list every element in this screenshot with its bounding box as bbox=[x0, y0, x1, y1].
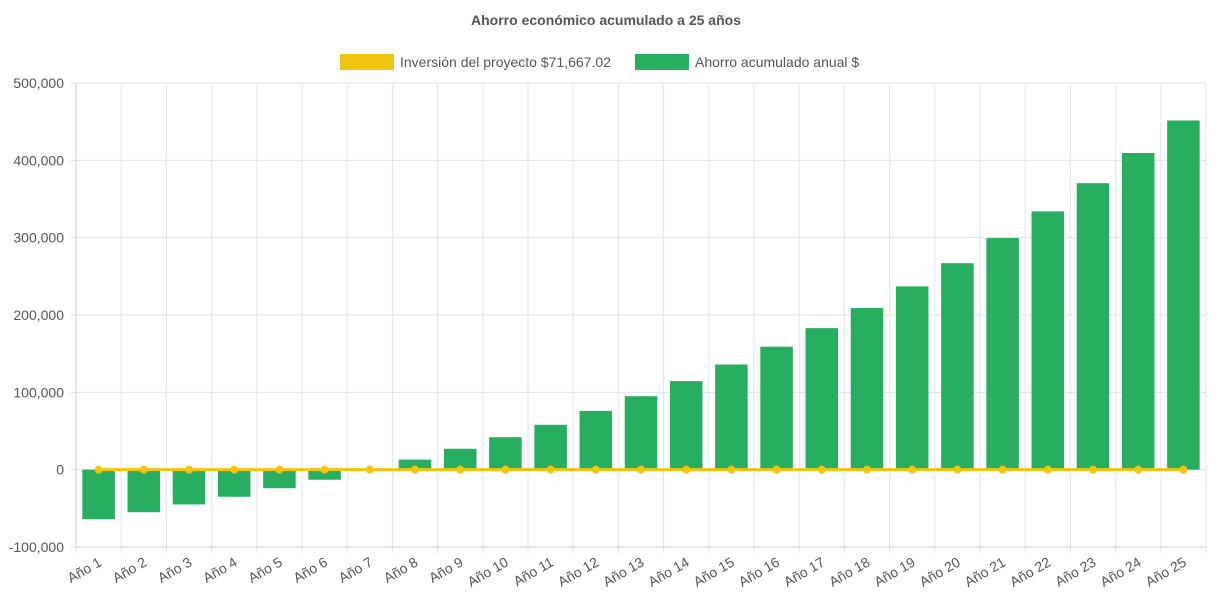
x-tick-label: Año 4 bbox=[200, 554, 240, 586]
investment-point[interactable] bbox=[817, 465, 826, 474]
y-tick-label: 200,000 bbox=[13, 307, 64, 323]
savings-bar[interactable] bbox=[624, 396, 658, 470]
savings-bar[interactable] bbox=[850, 308, 884, 470]
x-tick-label: Año 9 bbox=[426, 554, 466, 586]
legend-swatch-savings[interactable] bbox=[635, 54, 689, 70]
y-tick-label: 400,000 bbox=[13, 152, 64, 168]
savings-bar[interactable] bbox=[217, 469, 251, 497]
x-tick-label: Año 7 bbox=[336, 554, 376, 586]
investment-point[interactable] bbox=[772, 465, 781, 474]
savings-bar[interactable] bbox=[1121, 152, 1155, 470]
savings-bar[interactable] bbox=[1076, 183, 1110, 470]
x-tick-label: Año 5 bbox=[245, 554, 285, 586]
savings-bar[interactable] bbox=[805, 328, 839, 470]
investment-line bbox=[94, 465, 1188, 474]
x-tick-label: Año 23 bbox=[1052, 554, 1099, 590]
investment-point[interactable] bbox=[275, 465, 284, 474]
investment-point[interactable] bbox=[908, 465, 917, 474]
x-tick-label: Año 6 bbox=[290, 554, 330, 586]
investment-point[interactable] bbox=[682, 465, 691, 474]
x-tick-label: Año 13 bbox=[600, 554, 647, 590]
x-tick-label: Año 8 bbox=[381, 554, 421, 586]
x-tick-label: Año 18 bbox=[826, 554, 873, 590]
x-tick-label: Año 24 bbox=[1097, 554, 1144, 590]
legend-label-savings[interactable]: Ahorro acumulado anual $ bbox=[695, 54, 859, 70]
investment-point[interactable] bbox=[637, 465, 645, 474]
savings-bar[interactable] bbox=[398, 459, 432, 470]
savings-bar[interactable] bbox=[895, 286, 929, 470]
x-tick-label: Año 14 bbox=[645, 554, 692, 590]
legend-swatch-investment[interactable] bbox=[340, 54, 394, 70]
x-tick-label: Año 1 bbox=[64, 554, 104, 586]
investment-point[interactable] bbox=[863, 465, 871, 474]
x-tick-label: Año 19 bbox=[871, 554, 918, 590]
savings-bar[interactable] bbox=[715, 364, 748, 470]
savings-bar[interactable] bbox=[669, 381, 703, 470]
investment-point[interactable] bbox=[456, 465, 465, 474]
investment-point[interactable] bbox=[365, 465, 374, 474]
x-tick-label: Año 21 bbox=[962, 554, 1009, 590]
x-tick-label: Año 16 bbox=[736, 554, 783, 590]
investment-point[interactable] bbox=[501, 465, 510, 474]
savings-bar[interactable] bbox=[534, 424, 567, 470]
investment-point[interactable] bbox=[1089, 465, 1097, 474]
x-tick-label: Año 20 bbox=[916, 554, 963, 590]
investment-point[interactable] bbox=[1134, 465, 1143, 474]
chart-title: Ahorro económico acumulado a 25 años bbox=[471, 12, 741, 28]
savings-bar[interactable] bbox=[82, 469, 115, 520]
investment-point[interactable] bbox=[94, 465, 103, 474]
savings-bars bbox=[82, 120, 1200, 520]
x-tick-label: Año 25 bbox=[1142, 554, 1189, 590]
savings-bar[interactable] bbox=[127, 469, 161, 513]
y-tick-label: 300,000 bbox=[13, 230, 64, 246]
y-axis: 500,000 400,000 300,000 200,000 100,000 0 -100… bbox=[9, 75, 1206, 555]
savings-bar[interactable] bbox=[579, 410, 613, 470]
savings-bar[interactable] bbox=[1031, 211, 1065, 470]
savings-bar[interactable] bbox=[263, 469, 296, 489]
savings-bar[interactable] bbox=[760, 346, 793, 470]
investment-point[interactable] bbox=[727, 465, 736, 474]
y-tick-label: 0 bbox=[56, 462, 64, 478]
x-tick-label: Año 3 bbox=[155, 554, 195, 586]
investment-point[interactable] bbox=[1043, 465, 1052, 474]
investment-point[interactable] bbox=[185, 465, 193, 474]
x-axis: Año 1 Año 2 Año 3 Año 4 Año 5 Año 6 Año 7 Año 8… bbox=[64, 554, 1189, 590]
legend-label-investment[interactable]: Inversión del proyecto $71,667.02 bbox=[400, 54, 611, 70]
x-tick-label: Año 2 bbox=[110, 554, 150, 586]
investment-point[interactable] bbox=[230, 465, 239, 474]
investment-point[interactable] bbox=[546, 465, 555, 474]
savings-bar[interactable] bbox=[172, 469, 206, 505]
y-tick-label: 100,000 bbox=[13, 384, 64, 400]
legend[interactable]: Inversión del proyecto $71,667.02 Ahorro… bbox=[340, 54, 859, 70]
y-tick-label: -100,000 bbox=[9, 539, 64, 555]
x-tick-label: Año 12 bbox=[555, 554, 602, 590]
x-tick-label: Año 17 bbox=[781, 554, 828, 590]
investment-point[interactable] bbox=[320, 465, 329, 474]
investment-point[interactable] bbox=[411, 465, 419, 474]
savings-bar[interactable] bbox=[308, 469, 341, 480]
investment-point[interactable] bbox=[953, 465, 962, 474]
investment-point[interactable] bbox=[139, 465, 148, 474]
investment-point[interactable] bbox=[591, 465, 600, 474]
savings-bar[interactable] bbox=[489, 437, 522, 470]
savings-bar[interactable] bbox=[1167, 120, 1200, 470]
savings-bar[interactable] bbox=[941, 263, 974, 470]
savings-bar[interactable] bbox=[443, 448, 477, 470]
x-tick-label: Año 10 bbox=[464, 554, 511, 590]
x-tick-label: Año 15 bbox=[690, 554, 737, 590]
y-tick-label: 500,000 bbox=[13, 75, 64, 91]
x-tick-label: Año 22 bbox=[1007, 554, 1054, 590]
investment-point[interactable] bbox=[1179, 465, 1188, 474]
x-tick-label: Año 11 bbox=[511, 554, 557, 590]
investment-point[interactable] bbox=[998, 465, 1007, 474]
savings-bar[interactable] bbox=[986, 238, 1019, 470]
